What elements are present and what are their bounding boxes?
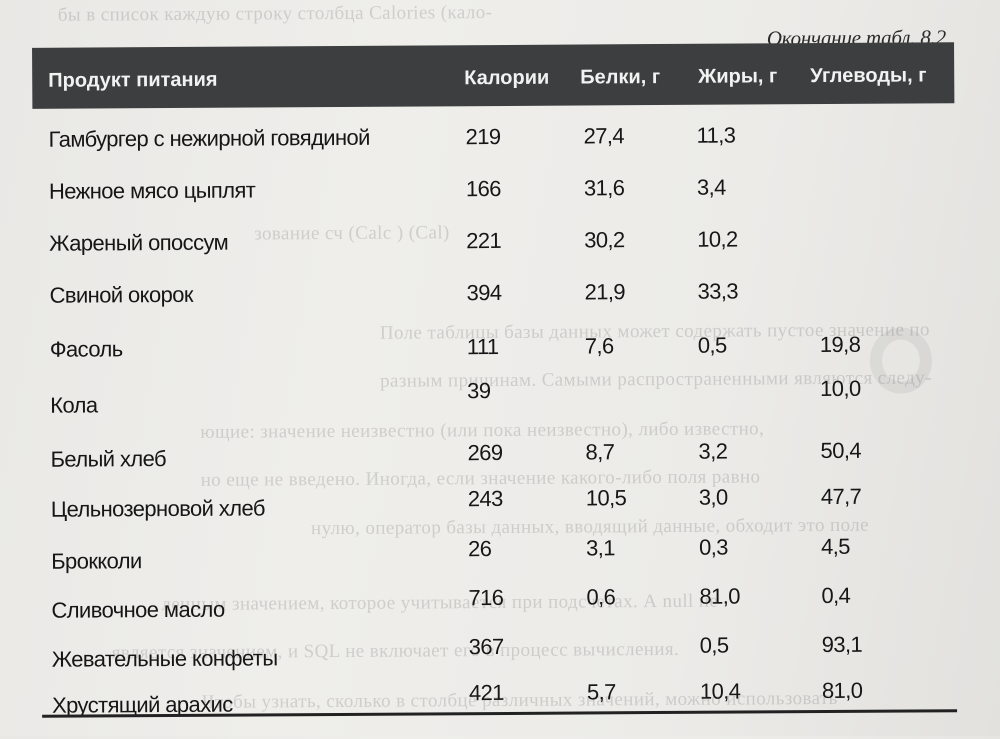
cell-calories: 421 bbox=[468, 679, 504, 706]
table-row: Белый хлеб 269 8,7 3,2 50,4 bbox=[0, 437, 1000, 473]
cell-protein: 27,4 bbox=[583, 123, 625, 149]
cell-calories: 111 bbox=[466, 334, 499, 360]
cell-protein: 5,7 bbox=[586, 679, 616, 705]
cell-calories: 367 bbox=[468, 633, 504, 660]
table-row: Нежное мясо цыплят 166 31,6 3,4 bbox=[0, 173, 999, 209]
cell-product: Нежное мясо цыплят bbox=[48, 177, 256, 204]
cell-fat: 3,4 bbox=[696, 174, 726, 200]
cell-carbs: 4,5 bbox=[821, 533, 850, 560]
cell-fat: 0,5 bbox=[699, 632, 729, 658]
cell-fat: 81,0 bbox=[699, 583, 740, 609]
table-row: Фасоль 111 7,6 0,5 19,8 bbox=[0, 331, 1000, 367]
cell-protein: 8,7 bbox=[585, 439, 615, 465]
cell-carbs: 19,8 bbox=[819, 331, 861, 358]
cell-calories: 394 bbox=[466, 279, 502, 306]
table-row: Жареный опоссум 221 30,2 10,2 bbox=[0, 225, 999, 261]
cell-calories: 166 bbox=[465, 175, 501, 202]
cell-carbs: 0,4 bbox=[821, 582, 851, 609]
table-row: Цельнозерновой хлеб 243 10,5 3,0 47,7 bbox=[1, 483, 1000, 522]
cell-protein: 31,6 bbox=[583, 175, 625, 201]
cell-protein: 21,9 bbox=[584, 279, 626, 305]
cell-product: Жевательные конфеты bbox=[51, 645, 278, 672]
cell-calories: 716 bbox=[468, 584, 504, 611]
cell-calories: 243 bbox=[467, 485, 503, 512]
cell-protein: 0,6 bbox=[586, 584, 616, 610]
cell-product: Кола bbox=[50, 392, 98, 418]
cell-protein: 10,5 bbox=[585, 485, 627, 511]
cell-fat: 3,0 bbox=[698, 484, 728, 510]
cell-calories: 269 bbox=[467, 439, 503, 466]
cell-protein: 7,6 bbox=[584, 333, 614, 359]
cell-fat: 10,4 bbox=[699, 678, 741, 704]
cell-fat: 0,5 bbox=[697, 332, 727, 358]
table-row: Сливочное масло 716 0,6 81,0 0,4 bbox=[1, 582, 1000, 623]
cell-carbs: 93,1 bbox=[821, 631, 863, 658]
cell-carbs: 10,0 bbox=[820, 375, 861, 402]
table-row: Брокколи 26 3,1 0,3 4,5 bbox=[1, 533, 1000, 574]
cell-product: Сливочное масло bbox=[51, 596, 225, 623]
cell-fat: 10,2 bbox=[697, 226, 738, 252]
cell-product: Свиной окорок bbox=[49, 281, 193, 308]
table-row: Гамбургер с нежирной говядиной 219 27,4 … bbox=[0, 121, 999, 157]
cell-carbs: 50,4 bbox=[820, 437, 862, 464]
cell-fat: 0,3 bbox=[699, 534, 728, 560]
table-row: Кола 39 10,0 bbox=[0, 376, 1000, 418]
cell-fat: 11,3 bbox=[696, 122, 736, 148]
cell-carbs: 47,7 bbox=[820, 483, 862, 510]
cell-product: Брокколи bbox=[51, 548, 142, 574]
cell-carbs: 81,0 bbox=[821, 677, 863, 704]
cell-calories: 221 bbox=[466, 227, 502, 254]
cell-product: Белый хлеб bbox=[50, 446, 167, 472]
cell-protein: 3,1 bbox=[586, 535, 615, 561]
cell-fat: 33,3 bbox=[697, 278, 739, 304]
table-row: Свиной окорок 394 21,9 33,3 bbox=[0, 277, 1000, 313]
cell-product: Цельнозерновой хлеб bbox=[50, 495, 265, 522]
cell-product: Фасоль bbox=[49, 336, 123, 362]
cell-protein: 30,2 bbox=[584, 227, 625, 253]
cell-calories: 219 bbox=[465, 123, 501, 150]
cell-fat: 3,2 bbox=[698, 438, 728, 464]
cell-calories: 26 bbox=[468, 536, 492, 562]
cell-calories: 39 bbox=[467, 378, 491, 404]
table-row: Хрустящий арахис 421 5,7 10,4 81,0 bbox=[2, 677, 1000, 718]
table-row: Жевательные конфеты 367 0,5 93,1 bbox=[2, 631, 1000, 672]
cell-product: Жареный опоссум bbox=[49, 229, 229, 256]
cell-product: Гамбургер с нежирной говядиной bbox=[48, 124, 370, 152]
